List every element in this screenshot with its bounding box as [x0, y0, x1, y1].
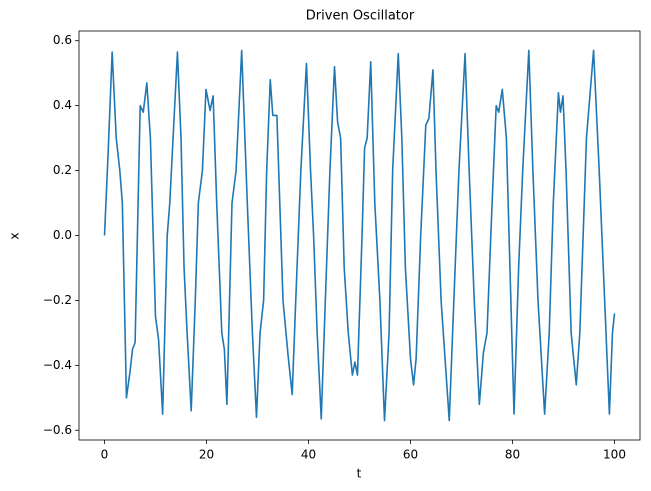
y-axis-label: x: [8, 232, 22, 239]
y-tick-label: −0.4: [43, 358, 72, 372]
x-tick-label: 0: [101, 448, 109, 462]
y-tick-label: −0.6: [43, 423, 72, 437]
plot-frame: [78, 30, 641, 441]
x-tick-label: 60: [403, 448, 418, 462]
x-axis-label: t: [357, 467, 362, 481]
data-line: [103, 49, 616, 422]
y-tick-label: −0.2: [43, 293, 72, 307]
y-tick-label: 0.4: [53, 98, 72, 112]
x-tick-label: 80: [505, 448, 520, 462]
x-tick-label: 40: [301, 448, 316, 462]
chart-title: Driven Oscillator: [306, 9, 415, 24]
x-tick-label: 100: [603, 448, 626, 462]
x-tick-label: 20: [199, 448, 214, 462]
y-tick-label: 0.0: [53, 228, 72, 242]
y-tick-label: 0.6: [53, 33, 72, 47]
y-tick-label: 0.2: [53, 163, 72, 177]
